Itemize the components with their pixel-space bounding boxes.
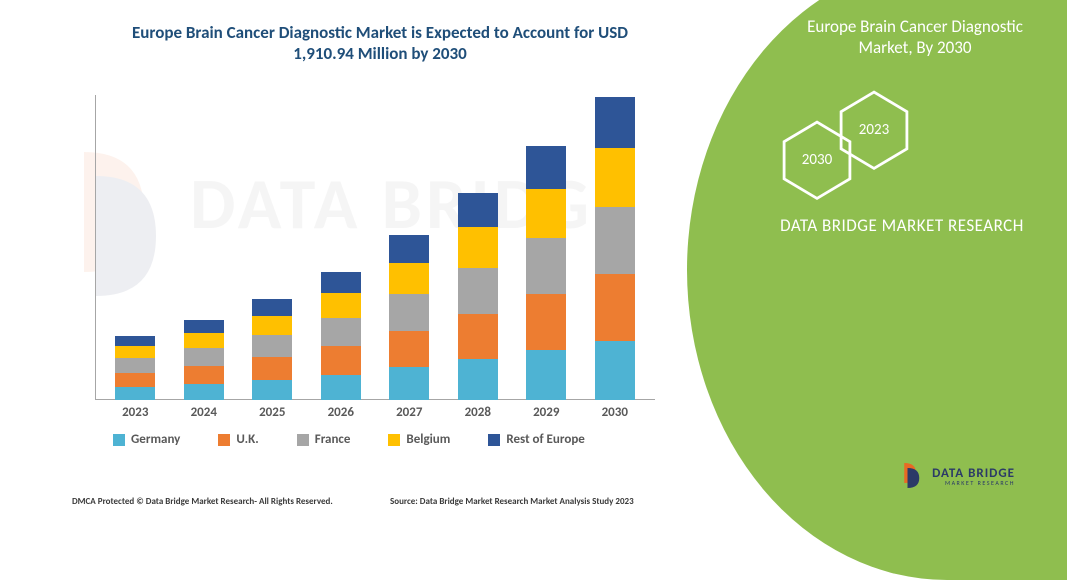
bar-segment [321,346,361,374]
bar-segment [389,235,429,262]
footer-copyright: DMCA Protected © Data Bridge Market Rese… [72,496,333,507]
legend-label: U.K. [236,432,258,447]
logo-sub-text: MARKET RESEARCH [932,480,1015,486]
legend-item: Germany [113,432,180,447]
hexagon-year-2023: 2023 [839,90,909,170]
bar-segment [526,189,566,239]
x-axis-label: 2023 [115,405,155,420]
bar-segment [184,366,224,383]
legend-label: Rest of Europe [506,432,585,447]
bar-segment [184,348,224,366]
bar-segment [252,357,292,379]
bar-segment [115,373,155,387]
legend-label: France [315,432,351,447]
x-axis-label: 2024 [184,405,224,420]
x-axis-labels: 2023 2024 2025 2026 2027 2028 2029 2030 [95,405,655,420]
bar-segment [115,346,155,358]
legend-swatch [488,434,500,446]
side-panel [687,0,1067,580]
bar-column [595,97,635,400]
bar-column [184,320,224,400]
chart-legend: Germany U.K. France Belgium Rest of Europe [95,432,655,447]
bar-segment [458,227,498,268]
x-axis-label: 2028 [458,405,498,420]
bar-segment [389,367,429,400]
logo-main-text: DATA BRIDGE [932,467,1015,480]
legend-swatch [218,434,230,446]
bar-segment [458,314,498,360]
bar-column [389,235,429,400]
bar-segment [595,97,635,148]
x-axis-label: 2026 [321,405,361,420]
bar-segment [526,238,566,294]
legend-swatch [113,434,125,446]
legend-label: Belgium [406,432,450,447]
bar-segment [458,193,498,228]
bar-segment [526,350,566,400]
hex-label: 2030 [802,151,832,169]
x-axis-label: 2029 [526,405,566,420]
bar-segment [252,299,292,315]
bar-segment [389,331,429,368]
bar-column [526,146,566,400]
bar-segment [115,358,155,372]
bar-column [321,272,361,400]
brand-logo: DATA BRIDGE MARKET RESEARCH [900,461,1015,491]
bar-column [458,193,498,400]
bars-container [95,95,655,400]
bar-segment [252,335,292,357]
bar-segment [526,146,566,189]
bar-segment [184,320,224,333]
bar-segment [595,341,635,400]
bar-segment [458,359,498,400]
legend-swatch [297,434,309,446]
bar-segment [184,384,224,400]
bar-segment [115,387,155,400]
x-axis-label: 2025 [252,405,292,420]
bar-segment [321,293,361,317]
x-axis-label: 2030 [595,405,635,420]
bar-segment [115,336,155,346]
legend-item: Belgium [388,432,450,447]
legend-label: Germany [131,432,180,447]
bar-segment [389,294,429,331]
bar-segment [321,375,361,400]
footer-source: Source: Data Bridge Market Research Mark… [390,496,634,507]
chart-title: Europe Brain Cancer Diagnostic Market is… [120,22,640,64]
bar-column [252,299,292,400]
hex-label: 2023 [859,121,889,139]
bar-segment [595,274,635,341]
bar-segment [321,318,361,346]
bar-segment [595,207,635,274]
bar-segment [184,333,224,348]
bar-segment [458,268,498,314]
brand-logo-icon [900,461,926,491]
legend-item: Rest of Europe [488,432,585,447]
panel-brand-text: DATA BRIDGE MARKET RESEARCH [777,215,1027,236]
x-axis-label: 2027 [389,405,429,420]
bar-segment [252,316,292,335]
bar-column [115,336,155,400]
chart-plot-area [95,95,655,400]
bar-segment [595,148,635,207]
bar-segment [252,380,292,400]
legend-item: U.K. [218,432,258,447]
legend-swatch [388,434,400,446]
legend-item: France [297,432,351,447]
bar-segment [321,272,361,293]
bar-segment [389,263,429,295]
bar-segment [526,294,566,350]
panel-title: Europe Brain Cancer Diagnostic Market, B… [785,16,1045,58]
